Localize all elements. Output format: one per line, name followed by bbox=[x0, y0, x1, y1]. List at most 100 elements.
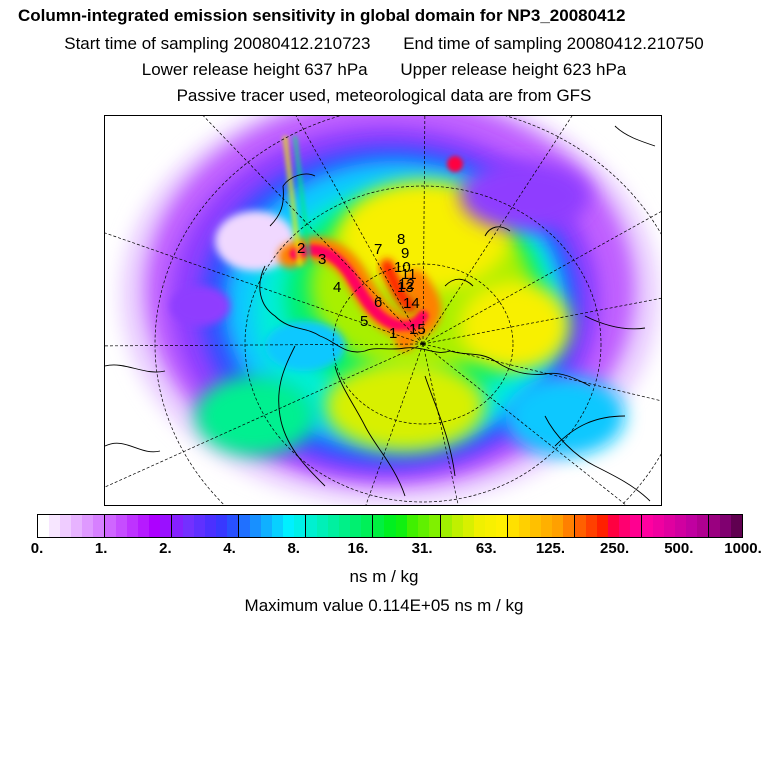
colorbar-cell bbox=[618, 515, 630, 537]
colorbar-cell bbox=[82, 515, 94, 537]
colorbar-cell bbox=[473, 515, 485, 537]
traj-label-5: 5 bbox=[360, 313, 368, 330]
colorbar-cell bbox=[149, 515, 161, 537]
traj-label-7: 7 bbox=[374, 241, 382, 258]
colorbar-cell bbox=[205, 515, 217, 537]
colorbar-cell bbox=[60, 515, 72, 537]
colorbar-cell bbox=[551, 515, 563, 537]
colorbar-cell bbox=[373, 515, 385, 537]
traj-label-14: 14 bbox=[403, 295, 420, 312]
colorbar-cell bbox=[540, 515, 552, 537]
colorbar-cell bbox=[585, 515, 597, 537]
colorbar-cell bbox=[49, 515, 61, 537]
colorbar-cell bbox=[451, 515, 463, 537]
colorbar-cell bbox=[93, 515, 106, 537]
colorbar-cell bbox=[138, 515, 150, 537]
release-upper: Upper release height 623 hPa bbox=[400, 60, 627, 79]
colorbar-cell bbox=[518, 515, 530, 537]
colorbar-cell bbox=[227, 515, 240, 537]
traj-label-12: 12 bbox=[398, 276, 415, 293]
polar-projection-map: 1 2 3 4 5 6 7 8 9 10 11 12 13 14 15 bbox=[105, 116, 661, 505]
colorbar-cell bbox=[283, 515, 295, 537]
colorbar-cell bbox=[250, 515, 262, 537]
colorbar-cell bbox=[507, 515, 519, 537]
colorbar-ticks: 0. 1. 2. 4. 8. 16. 31. 63. 125. 250. 500. 1000. bbox=[0, 540, 768, 560]
colorbar-tick-label: 125. bbox=[535, 540, 566, 557]
colorbar-cell bbox=[696, 515, 709, 537]
colorbar-cell bbox=[674, 515, 686, 537]
colorbar-cell bbox=[361, 515, 374, 537]
colorbar-tick-label: 4. bbox=[223, 540, 236, 557]
colorbar-cell bbox=[685, 515, 697, 537]
colorbar-cell bbox=[261, 515, 273, 537]
colorbar-cell bbox=[350, 515, 362, 537]
colorbar-cell bbox=[428, 515, 441, 537]
colorbar-cell bbox=[328, 515, 340, 537]
colorbar-tick-label: 0. bbox=[30, 540, 44, 557]
sensitivity-map: 1 2 3 4 5 6 7 8 9 10 11 12 13 14 15 bbox=[104, 115, 662, 506]
colorbar-cell bbox=[105, 515, 117, 537]
colorbar-cell bbox=[462, 515, 474, 537]
traj-label-9: 9 bbox=[401, 245, 409, 262]
release-heights: Lower release height 637 hPa Upper relea… bbox=[0, 60, 768, 80]
colorbar-cell bbox=[306, 515, 318, 537]
colorbar-cell bbox=[183, 515, 195, 537]
colorbar-cell bbox=[339, 515, 351, 537]
sampling-end: End time of sampling 20080412.210750 bbox=[403, 34, 704, 53]
colorbar-tick-label: 16. bbox=[347, 540, 369, 557]
colorbar-cell bbox=[116, 515, 128, 537]
model-note: Passive tracer used, meteorological data… bbox=[176, 86, 592, 105]
colorbar-tick-label: 63. bbox=[475, 540, 497, 557]
colorbar-tick-label: 500. bbox=[664, 540, 694, 557]
colorbar-cell bbox=[562, 515, 575, 537]
release-lower: Lower release height 637 hPa bbox=[141, 60, 368, 79]
colorbar-cell bbox=[596, 515, 608, 537]
colorbar-cell bbox=[406, 515, 418, 537]
colorbar-tick-label: 250. bbox=[600, 540, 630, 557]
traj-label-10: 10 bbox=[394, 259, 411, 276]
colorbar-tick-label: 1000. bbox=[724, 540, 762, 557]
colorbar-cell bbox=[239, 515, 251, 537]
colorbar-cell bbox=[172, 515, 184, 537]
trajectory-labels: 1 2 3 4 5 6 7 8 9 10 11 12 13 14 15 bbox=[297, 231, 426, 342]
traj-label-13: 13 bbox=[397, 279, 414, 296]
colorbar-cell bbox=[629, 515, 642, 537]
figure-title: Column-integrated emission sensitivity i… bbox=[18, 6, 626, 25]
colorbar-units: ns m / kg bbox=[349, 567, 419, 586]
colorbar-cell bbox=[194, 515, 206, 537]
traj-label-15: 15 bbox=[409, 321, 426, 338]
sampling-times: Start time of sampling 20080412.210723 E… bbox=[0, 34, 768, 54]
colorbar-cell bbox=[730, 515, 742, 537]
maximum-value: Maximum value 0.114E+05 ns m / kg bbox=[244, 596, 524, 615]
colorbar-cell bbox=[417, 515, 429, 537]
colorbar-cell bbox=[38, 515, 50, 537]
traj-label-8: 8 bbox=[397, 231, 405, 248]
colorbar-cell bbox=[719, 515, 731, 537]
colorbar-cell bbox=[384, 515, 396, 537]
colorbar-cell bbox=[708, 515, 720, 537]
colorbar-cell bbox=[607, 515, 619, 537]
colorbar-cell bbox=[641, 515, 653, 537]
traj-label-1: 1 bbox=[389, 325, 397, 342]
colorbar-cell bbox=[317, 515, 329, 537]
colorbar-cell bbox=[663, 515, 675, 537]
colorbar-cell bbox=[395, 515, 407, 537]
colorbar-cell bbox=[216, 515, 228, 537]
colorbar bbox=[37, 514, 743, 538]
colorbar-tick-label: 31. bbox=[411, 540, 433, 557]
colorbar-cell bbox=[495, 515, 508, 537]
colorbar-cell bbox=[574, 515, 586, 537]
colorbar-cell bbox=[294, 515, 307, 537]
colorbar-cell bbox=[484, 515, 496, 537]
colorbar-cell bbox=[440, 515, 452, 537]
sensitivity-field bbox=[120, 116, 660, 505]
colorbar-cell bbox=[272, 515, 284, 537]
colorbar-tick-label: 8. bbox=[287, 540, 300, 557]
coastlines bbox=[105, 125, 656, 502]
traj-label-2: 2 bbox=[297, 240, 305, 257]
colorbar-tick-label: 2. bbox=[159, 540, 172, 557]
colorbar-cell bbox=[71, 515, 83, 537]
traj-label-4: 4 bbox=[333, 279, 341, 296]
colorbar-cell bbox=[127, 515, 139, 537]
sampling-start: Start time of sampling 20080412.210723 bbox=[64, 34, 371, 53]
